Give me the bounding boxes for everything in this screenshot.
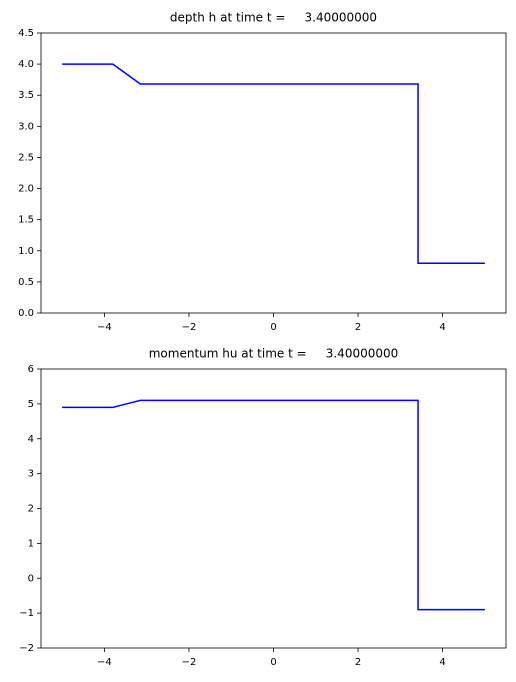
y-tick-label: 3.0: [18, 121, 34, 132]
axes-frame: [40, 368, 507, 649]
y-tick-label: 3.5: [18, 90, 34, 101]
axes-frame: [40, 32, 507, 314]
y-tick-label: 4: [28, 434, 34, 445]
x-tick-label: 4: [439, 322, 445, 333]
y-tick-label: −2: [19, 643, 34, 654]
x-tick-label: 0: [270, 657, 276, 668]
data-line: [62, 399, 485, 611]
x-tick-label: −4: [97, 657, 112, 668]
data-line: [62, 63, 485, 264]
y-tick-label: 2.0: [18, 184, 34, 195]
x-tick-label: 4: [439, 657, 445, 668]
y-tick-label: 1.0: [18, 246, 34, 257]
y-tick-label: 4.0: [18, 59, 34, 70]
y-tick-label: 1.5: [18, 215, 34, 226]
y-tick-label: 6: [28, 364, 34, 375]
x-tick-label: −2: [182, 657, 197, 668]
x-tick-label: −2: [182, 322, 197, 333]
x-tick-label: 2: [355, 322, 361, 333]
chart-title: momentum hu at time t = 3.40000000: [149, 347, 399, 361]
chart-title: depth h at time t = 3.40000000: [170, 11, 377, 25]
y-tick-label: 2: [28, 504, 34, 515]
y-tick-label: 2.5: [18, 152, 34, 163]
y-tick-label: 3: [28, 469, 34, 480]
y-tick-label: −1: [19, 608, 34, 619]
y-tick-label: 0: [28, 573, 34, 584]
x-tick-label: −4: [97, 322, 112, 333]
y-tick-label: 4.5: [18, 28, 34, 39]
x-tick-label: 0: [270, 322, 276, 333]
y-tick-label: 1: [28, 538, 34, 549]
y-tick-label: 0.0: [18, 308, 34, 319]
y-tick-label: 5: [28, 399, 34, 410]
x-tick-label: 2: [355, 657, 361, 668]
y-tick-label: 0.5: [18, 277, 34, 288]
